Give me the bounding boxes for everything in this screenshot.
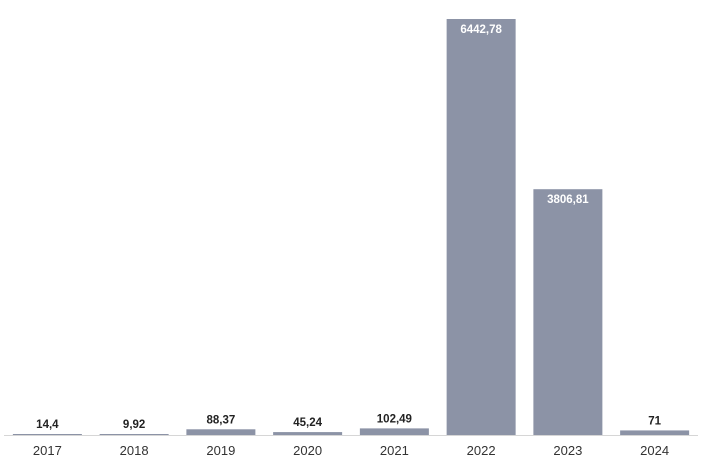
value-label-2020: 45,24 <box>293 417 322 429</box>
bar-2018 <box>99 434 169 435</box>
value-label-2022: 6442,78 <box>460 24 502 36</box>
x-tick-label-2019: 2019 <box>206 443 235 458</box>
bar-2023 <box>533 189 603 435</box>
value-labels-group: 14,4 9,92 88,37 45,24 102,49 6442,78 3806,81 71 <box>36 24 661 431</box>
bar-2022 <box>446 19 516 435</box>
bar-2017 <box>12 434 82 435</box>
x-tick-label-2018: 2018 <box>120 443 149 458</box>
x-tick-labels-group: 2017 2018 2019 2020 2021 2022 2023 2024 <box>33 443 669 458</box>
value-label-2021: 102,49 <box>377 413 412 425</box>
x-tick-label-2022: 2022 <box>467 443 496 458</box>
x-tick-label-2021: 2021 <box>380 443 409 458</box>
value-label-2017: 14,4 <box>36 419 59 431</box>
x-tick-label-2023: 2023 <box>553 443 582 458</box>
x-tick-label-2024: 2024 <box>640 443 669 458</box>
value-label-2023: 3806,81 <box>547 194 589 206</box>
bar-2019 <box>186 429 256 435</box>
bar-2024 <box>620 430 690 435</box>
bars-group <box>12 19 690 435</box>
value-label-2019: 88,37 <box>206 414 235 426</box>
x-tick-label-2020: 2020 <box>293 443 322 458</box>
value-label-2018: 9,92 <box>123 419 145 431</box>
bar-2020 <box>273 432 343 435</box>
x-tick-label-2017: 2017 <box>33 443 62 458</box>
value-label-2024: 71 <box>648 415 661 427</box>
bar-2021 <box>359 428 429 435</box>
